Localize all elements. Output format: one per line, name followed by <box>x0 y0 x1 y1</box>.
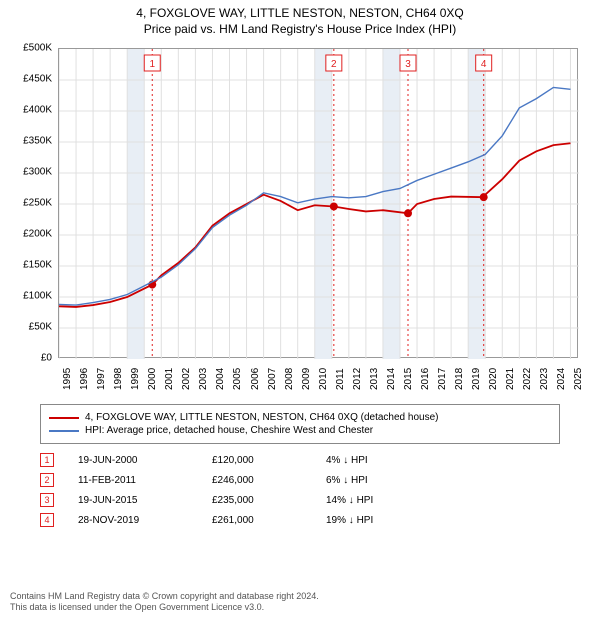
y-tick-label: £350K <box>23 136 52 147</box>
y-tick-label: £450K <box>23 74 52 85</box>
x-tick-label: 1999 <box>130 368 141 390</box>
hpi-diff: 4% ↓ HPI <box>326 455 426 466</box>
x-axis-labels: 1995 1996 1997 1998 1999 2000 2001 2002 2003 2004… <box>58 360 578 400</box>
legend-label: HPI: Average price, detached house, Ches… <box>85 425 373 436</box>
table-row: 4 28-NOV-2019 £261,000 19% ↓ HPI <box>40 510 560 530</box>
x-tick-label: 2019 <box>471 368 482 390</box>
y-tick-label: £500K <box>23 43 52 54</box>
y-axis-labels: £0£50K£100K£150K£200K£250K£300K£350K£400… <box>10 48 56 358</box>
x-tick-label: 2001 <box>164 368 175 390</box>
table-row: 2 11-FEB-2011 £246,000 6% ↓ HPI <box>40 470 560 490</box>
sale-date: 11-FEB-2011 <box>78 475 188 486</box>
svg-text:4: 4 <box>481 59 487 70</box>
x-tick-label: 2015 <box>403 368 414 390</box>
x-tick-label: 2002 <box>181 368 192 390</box>
footer-line-2: This data is licensed under the Open Gov… <box>10 602 590 614</box>
y-tick-label: £250K <box>23 198 52 209</box>
legend-item: 4, FOXGLOVE WAY, LITTLE NESTON, NESTON, … <box>49 411 551 424</box>
sale-price: £235,000 <box>212 495 302 506</box>
y-tick-label: £400K <box>23 105 52 116</box>
footer-line-1: Contains HM Land Registry data © Crown c… <box>10 591 590 603</box>
x-tick-label: 2020 <box>488 368 499 390</box>
svg-text:2: 2 <box>331 59 337 70</box>
x-tick-label: 2022 <box>522 368 533 390</box>
x-tick-label: 2021 <box>505 368 516 390</box>
x-tick-label: 1995 <box>62 368 73 390</box>
sale-price: £261,000 <box>212 515 302 526</box>
x-tick-label: 2006 <box>250 368 261 390</box>
x-tick-label: 2018 <box>454 368 465 390</box>
page-title: 4, FOXGLOVE WAY, LITTLE NESTON, NESTON, … <box>0 0 600 20</box>
legend: 4, FOXGLOVE WAY, LITTLE NESTON, NESTON, … <box>40 404 560 444</box>
x-tick-label: 2023 <box>539 368 550 390</box>
sale-date: 28-NOV-2019 <box>78 515 188 526</box>
svg-text:3: 3 <box>405 59 411 70</box>
x-tick-label: 2017 <box>437 368 448 390</box>
sales-table: 1 19-JUN-2000 £120,000 4% ↓ HPI 2 11-FEB-2011… <box>40 450 560 530</box>
x-tick-label: 2010 <box>318 368 329 390</box>
y-tick-label: £100K <box>23 291 52 302</box>
footer: Contains HM Land Registry data © Crown c… <box>10 591 590 614</box>
x-tick-label: 2007 <box>267 368 278 390</box>
legend-label: 4, FOXGLOVE WAY, LITTLE NESTON, NESTON, … <box>85 412 438 423</box>
marker-box: 2 <box>40 473 54 487</box>
hpi-diff: 19% ↓ HPI <box>326 515 426 526</box>
plot-area: 1 2 3 4 <box>58 48 578 358</box>
marker-box: 3 <box>40 493 54 507</box>
x-tick-label: 2014 <box>386 368 397 390</box>
x-tick-label: 2016 <box>420 368 431 390</box>
chart-container: £0 £50K £100K £150K £200K £250K £300K £350K £400… <box>10 40 590 400</box>
legend-swatch <box>49 430 79 432</box>
y-tick-label: £200K <box>23 229 52 240</box>
marker-box: 4 <box>40 513 54 527</box>
x-tick-label: 2004 <box>215 368 226 390</box>
chart-svg: 1 2 3 4 <box>59 49 579 359</box>
x-tick-label: 2024 <box>556 368 567 390</box>
x-tick-label: 2025 <box>573 368 584 390</box>
x-tick-label: 2011 <box>335 368 346 390</box>
x-tick-label: 2005 <box>232 368 243 390</box>
svg-text:1: 1 <box>149 59 155 70</box>
x-tick-label: 2013 <box>369 368 380 390</box>
table-row: 1 19-JUN-2000 £120,000 4% ↓ HPI <box>40 450 560 470</box>
sale-date: 19-JUN-2015 <box>78 495 188 506</box>
hpi-diff: 14% ↓ HPI <box>326 495 426 506</box>
y-tick-label: £0 <box>41 353 52 364</box>
y-tick-label: £50K <box>29 322 52 333</box>
y-tick-label: £300K <box>23 167 52 178</box>
sale-price: £120,000 <box>212 455 302 466</box>
x-tick-label: 2009 <box>301 368 312 390</box>
page-subtitle: Price paid vs. HM Land Registry's House … <box>0 20 600 40</box>
sale-date: 19-JUN-2000 <box>78 455 188 466</box>
x-tick-label: 1998 <box>113 368 124 390</box>
x-tick-label: 2012 <box>352 368 363 390</box>
x-tick-label: 2008 <box>284 368 295 390</box>
x-tick-label: 2000 <box>147 368 158 390</box>
legend-swatch <box>49 417 79 419</box>
legend-item: HPI: Average price, detached house, Ches… <box>49 424 551 437</box>
marker-box: 1 <box>40 453 54 467</box>
hpi-diff: 6% ↓ HPI <box>326 475 426 486</box>
table-row: 3 19-JUN-2015 £235,000 14% ↓ HPI <box>40 490 560 510</box>
x-tick-label: 2003 <box>198 368 209 390</box>
sale-price: £246,000 <box>212 475 302 486</box>
y-tick-label: £150K <box>23 260 52 271</box>
x-tick-label: 1997 <box>96 368 107 390</box>
x-tick-label: 1996 <box>79 368 90 390</box>
